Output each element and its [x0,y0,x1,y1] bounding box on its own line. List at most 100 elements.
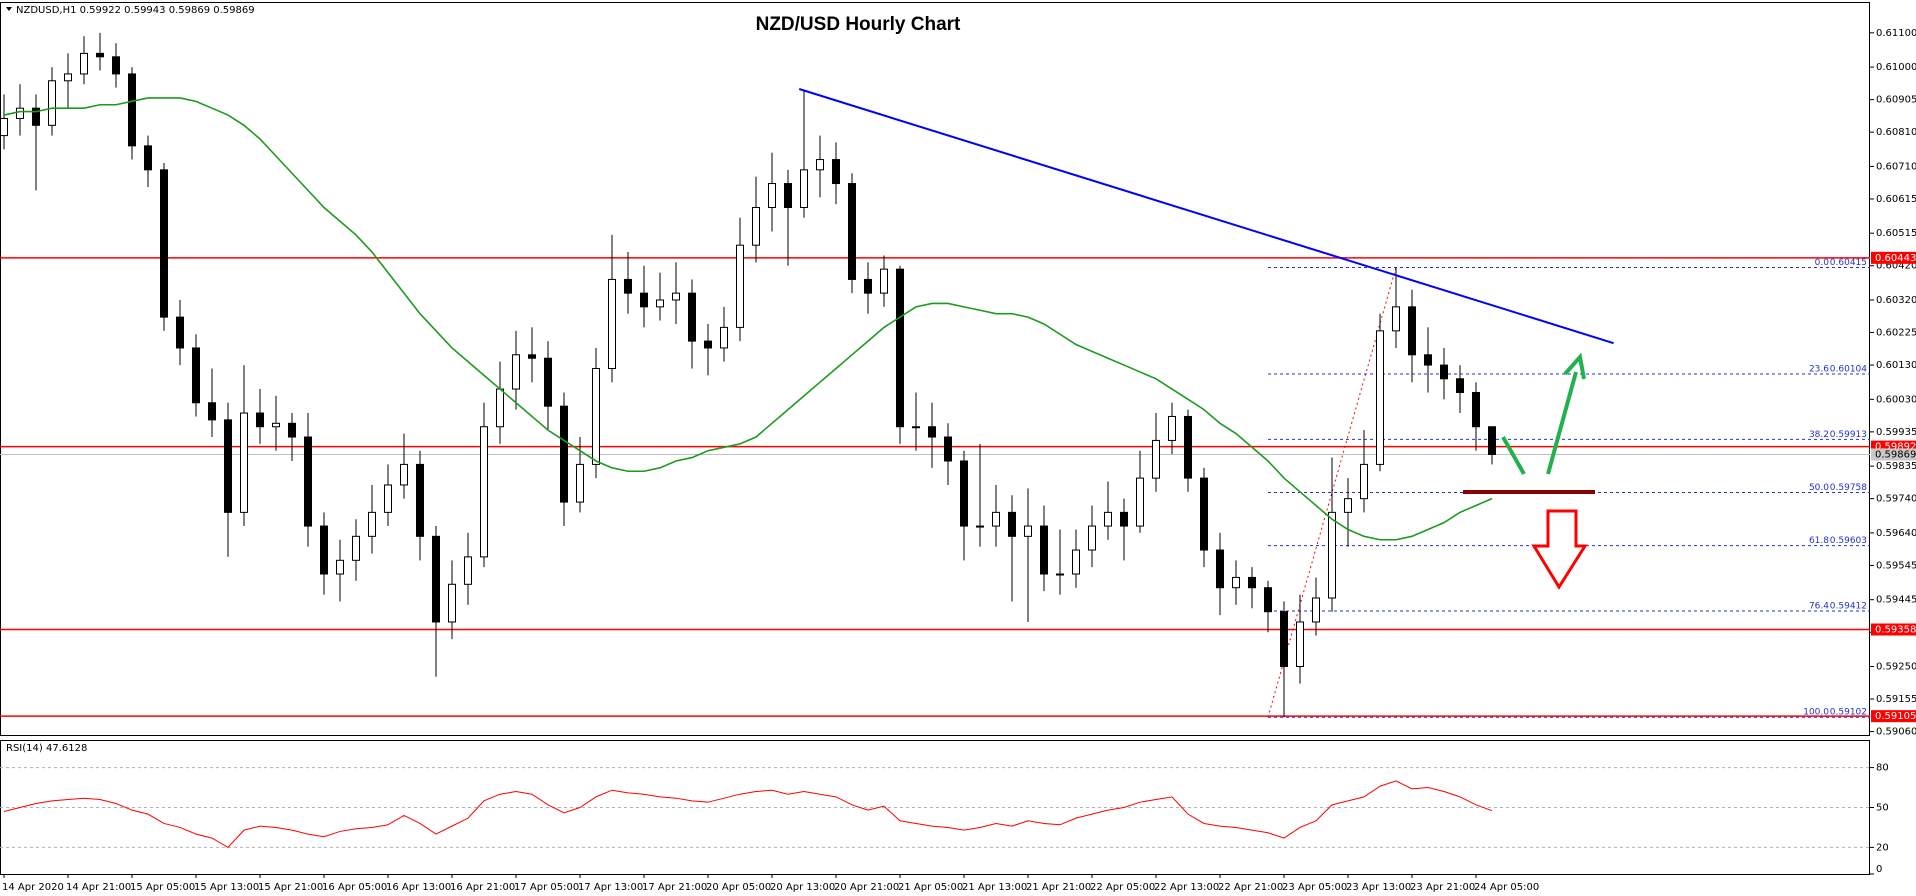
annotations [1463,352,1595,590]
candle-body [928,426,936,438]
fib-ratio: 50.0 [1809,483,1829,493]
candle-body [640,292,648,308]
candle-body [352,535,360,561]
x-tick-label: 17 Apr 13:00 [578,882,643,893]
candle-body [1216,549,1224,589]
fib-ratio: 23.6 [1809,364,1829,374]
y-tick-label: 0.59545 [1876,560,1916,571]
x-tick-label: 21 Apr 21:00 [1026,882,1091,893]
candle-body [384,484,392,513]
y-tick-label: 0.59640 [1876,528,1916,539]
level-label: 0.59358 [1875,625,1916,636]
moving-average [3,97,1493,541]
x-tick-label: 20 Apr 21:00 [834,882,899,893]
candle-body [80,52,88,75]
y-tick-label: 0.61100 [1876,28,1916,39]
candle-body [1136,477,1144,527]
fib-ratio: 38.2 [1809,430,1829,440]
x-tick-label: 17 Apr 05:00 [514,882,579,893]
candle-body [112,56,120,75]
header-icon [6,7,12,11]
candle-body [704,340,712,349]
x-tick-label: 23 Apr 05:00 [1282,882,1347,893]
y-tick-label: 0.61000 [1876,62,1916,73]
candle-body [528,354,536,359]
fib-price: 0.59603 [1830,536,1867,546]
candle-body [368,511,376,537]
candle-body [1424,354,1432,366]
candle-body [1024,525,1032,537]
candle-body [176,316,184,349]
candle-body [1040,525,1048,575]
x-tick-label: 14 Apr 2020 [2,882,64,893]
current-price-label: 0.59869 [1875,449,1916,460]
level-label: 0.60443 [1875,253,1916,264]
rsi-y-tick-label: 80 [1876,763,1889,774]
candle-body [192,347,200,404]
candle-body [400,463,408,486]
y-tick-label: 0.60320 [1876,295,1916,306]
candle-body [1456,378,1464,393]
candle-body [240,412,248,513]
fib-price: 0.59102 [1830,708,1867,718]
fib-ratio: 76.4 [1809,602,1829,612]
candle-body [480,426,488,558]
candle-body [816,159,824,171]
candle-body [1376,330,1384,465]
fib-price: 0.60415 [1830,258,1867,268]
candle-body [976,525,984,528]
candle-body [1152,439,1160,479]
current-price-box [1871,448,1916,461]
x-tick-label: 15 Apr 05:00 [130,882,195,893]
x-tick-label: 21 Apr 13:00 [962,882,1027,893]
level-label: 0.59892 [1875,442,1916,453]
fib-price: 0.60104 [1830,364,1867,374]
level-label-box [1871,623,1916,636]
rsi-y-tick-label: 0 [1876,864,1882,875]
green-arrow-head [1563,352,1586,380]
y-tick-label: 0.59740 [1876,494,1916,505]
x-tick-label: 15 Apr 21:00 [258,882,323,893]
y-tick-label: 0.60225 [1876,328,1916,339]
main-panel-border [0,2,1870,736]
candle-body [672,292,680,301]
candle-body [496,388,504,428]
green-path [1501,436,1526,475]
candle-body [464,556,472,585]
level-label-box [1871,710,1916,723]
candle-body [896,268,904,428]
candle-body [224,419,232,513]
x-tick-label: 20 Apr 13:00 [770,882,835,893]
candle-body [288,422,296,438]
rsi-line [3,780,1493,849]
candle-body [416,463,424,537]
candle-body [1312,597,1320,623]
candle-body [0,117,8,137]
rsi-title: RSI(14) 47.6128 [6,743,87,754]
level-label-box [1871,251,1916,264]
candle-body [1280,611,1288,667]
candle-body [16,107,24,119]
candle-body [512,354,520,390]
x-tick-label: 23 Apr 13:00 [1346,882,1411,893]
candle-body [1392,306,1400,332]
x-tick-label: 16 Apr 13:00 [386,882,451,893]
candle-body [448,583,456,623]
x-tick-label: 20 Apr 05:00 [706,882,771,893]
y-tick-label: 0.59155 [1876,694,1916,705]
candle-body [1104,511,1112,527]
x-tick-label: 14 Apr 21:00 [66,882,131,893]
y-tick-label: 0.60615 [1876,194,1916,205]
x-tick-label: 24 Apr 05:00 [1474,882,1539,893]
rsi-y-tick-label: 50 [1876,803,1889,814]
green-arrow-shaft [1546,371,1578,475]
candle-body [336,559,344,575]
candle-body [272,422,280,428]
candle-body [960,460,968,527]
candle-body [560,405,568,503]
candle-body [944,436,952,462]
candle-body [1072,549,1080,575]
